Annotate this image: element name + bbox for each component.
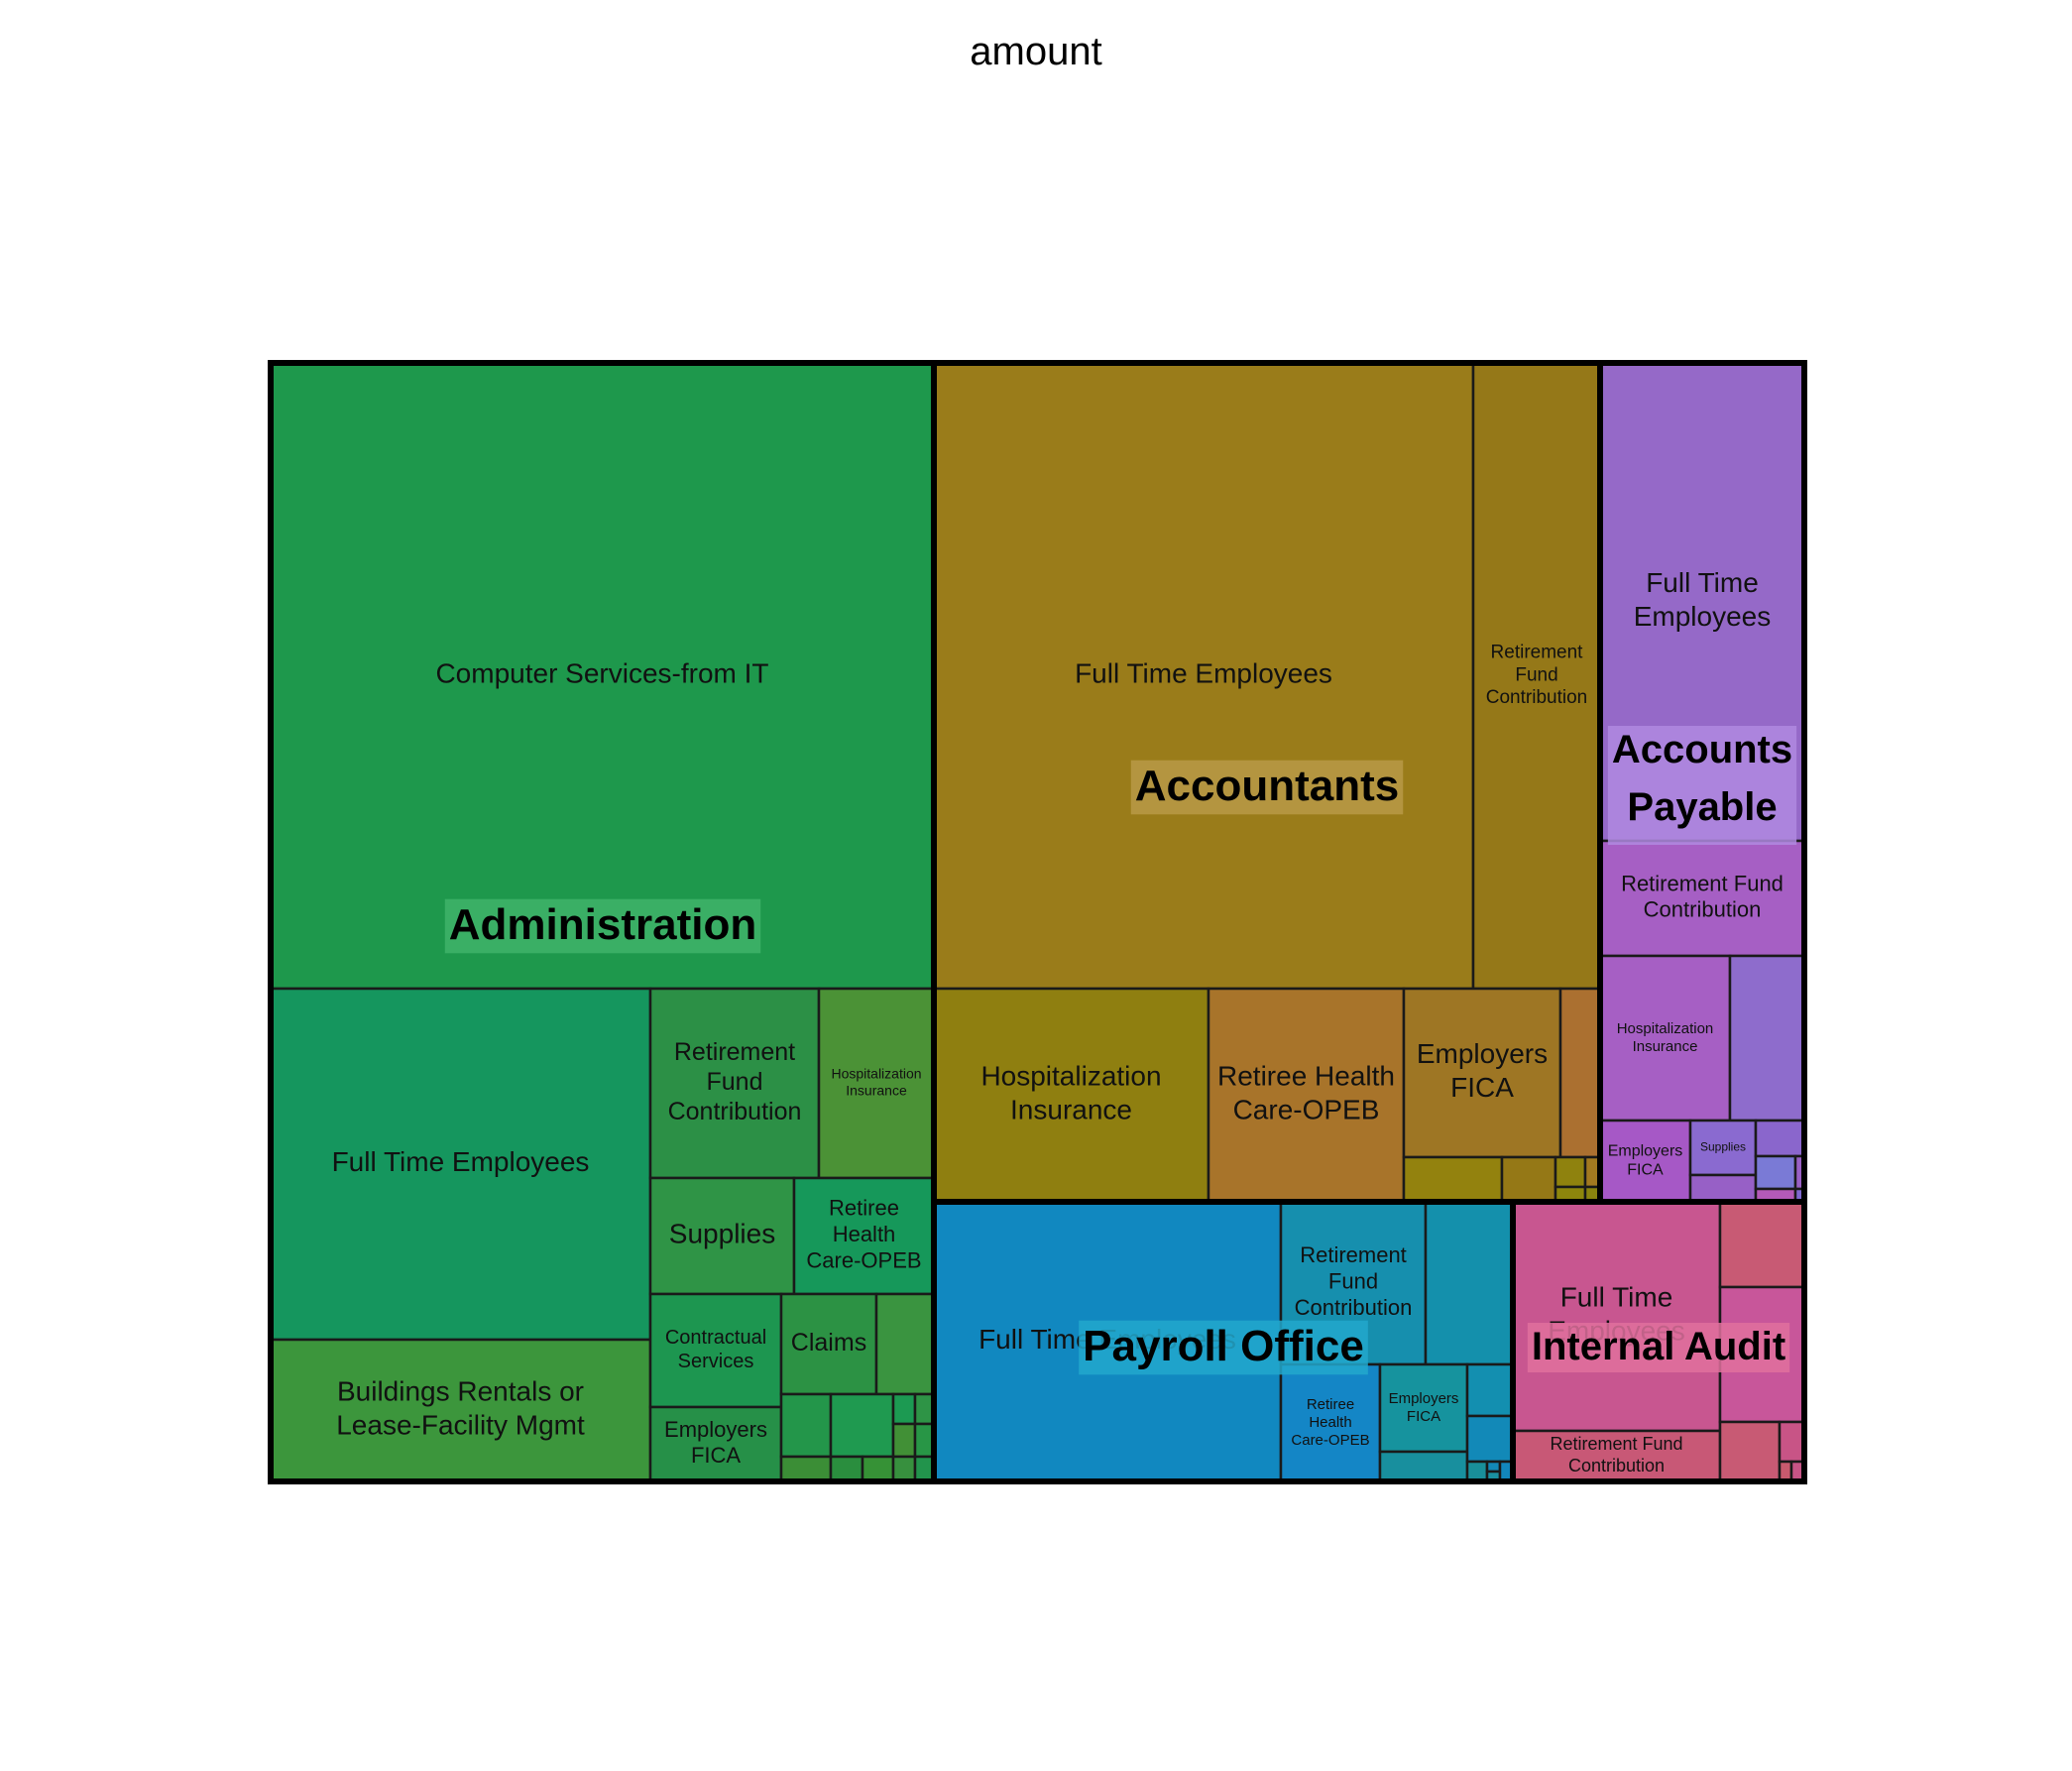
tile-label: Retiree Health Care-OPEB	[1217, 1061, 1395, 1125]
tile-label: Retiree Health Care-OPEB	[1291, 1396, 1369, 1449]
tile-accountants-item-6	[1402, 1155, 1504, 1204]
tile-label: Retirement Fund Contribution	[1295, 1242, 1413, 1320]
tile-label: Full Time Employees	[332, 1146, 590, 1177]
tile-administration-supplies	[648, 1176, 796, 1296]
tile-label: Employers FICA	[664, 1417, 767, 1468]
tile-label: Retirement Fund Contribution	[1550, 1434, 1682, 1476]
tile-label: Supplies	[669, 1219, 775, 1249]
tile-accountants-item-7	[1500, 1155, 1557, 1204]
group-label-bg	[1079, 1320, 1368, 1375]
tile-administration-item-12	[779, 1455, 833, 1483]
tile-payroll-office-item-5	[1465, 1362, 1515, 1418]
tile-accountants-retirement-fund-contribution	[1471, 361, 1602, 991]
group-label-bg	[444, 898, 761, 954]
tile-internal-audit-full-time-employees	[1511, 1200, 1722, 1433]
tile-accounts-payable-hospitalization-insurance	[1598, 954, 1732, 1122]
tile-label: Hospitalization Insurance	[980, 1061, 1161, 1125]
tile-accounts-payable-item-7	[1754, 1119, 1806, 1158]
tile-administration-computer-services-from-it	[269, 361, 936, 991]
tile-label: Retiree Health Care-OPEB	[806, 1196, 921, 1273]
tile-label: Buildings Rentals or Lease-Facility Mgmt	[336, 1376, 585, 1441]
tile-administration-contractual-services	[648, 1292, 783, 1409]
tile-accounts-payable-item-3	[1728, 954, 1806, 1122]
tile-label: Retirement Fund Contribution	[1621, 871, 1784, 921]
tile-label: Supplies	[1700, 1140, 1746, 1154]
tile-accounts-payable-item-8	[1754, 1154, 1797, 1191]
tile-payroll-office-employers-fica	[1378, 1362, 1469, 1454]
tile-accountants-retiree-health-care-opeb	[1207, 987, 1406, 1204]
group-accountants: Full Time Employees Retirement Fund Contrib…	[932, 361, 1602, 1204]
tile-accounts-payable-item-6	[1688, 1173, 1758, 1204]
tile-label: Full Time Employees	[1075, 658, 1332, 689]
tile-accountants-employers-fica	[1402, 987, 1562, 1159]
tile-administration-item-10	[874, 1292, 936, 1396]
tile-payroll-office-item-9	[1485, 1460, 1502, 1474]
tile-label: Claims	[791, 1329, 866, 1357]
tile-internal-audit-item-4	[1718, 1420, 1782, 1483]
tile-label: Employers FICA	[1389, 1390, 1459, 1425]
group-label-bg	[1527, 1323, 1790, 1372]
tile-label: Hospitalization Insurance	[831, 1066, 921, 1099]
tile-administration-item-11	[779, 1392, 833, 1459]
tile-payroll-office-item-7	[1465, 1414, 1515, 1464]
tile-accountants-item-5	[1558, 987, 1602, 1159]
tile-label: Employers FICA	[1417, 1038, 1548, 1103]
tile-label: Contractual Services	[665, 1327, 766, 1372]
tile-payroll-office-item-6	[1378, 1450, 1469, 1483]
group-payroll-office: Full Time EmployeesRetirementFundContrib…	[932, 1200, 1515, 1483]
group-administration: Computer Services-from IT Full Time Emplo…	[269, 361, 936, 1483]
group-label-accountants: Accountants	[1135, 762, 1399, 810]
tile-label: Retirement Fund Contribution	[1486, 642, 1587, 708]
group-label-internal-audit: Internal Audit	[1532, 1325, 1785, 1368]
group-label-bg	[1130, 760, 1404, 815]
tile-accounts-payable-supplies	[1688, 1119, 1758, 1177]
tile-label: Hospitalization Insurance	[1617, 1020, 1714, 1055]
tile-label: Computer Services-from IT	[435, 658, 768, 689]
group-label-administration: Administration	[449, 900, 756, 949]
tile-accountants-hospitalization-insurance	[932, 987, 1210, 1204]
tile-administration-retirement-fund-contribution	[648, 987, 821, 1180]
chart-title: amount	[970, 30, 1102, 73]
tile-label: Employers FICA	[1608, 1142, 1683, 1178]
group-label-payroll-office: Payroll Office	[1083, 1322, 1364, 1370]
group-label-accounts-payable: Accounts Payable	[1612, 728, 1792, 829]
tile-administration-item-20	[891, 1455, 917, 1483]
tile-administration-item-13	[829, 1392, 895, 1459]
tile-internal-audit-item-1	[1718, 1200, 1806, 1289]
tile-payroll-office-item-2	[1424, 1200, 1515, 1366]
tile-administration-item-16	[891, 1392, 917, 1426]
group-border-internal-audit	[1510, 1199, 1807, 1484]
group-label-bg	[1607, 726, 1797, 845]
tile-administration-claims	[779, 1292, 878, 1396]
tile-administration-item-15	[861, 1455, 895, 1483]
tile-internal-audit-item-5	[1778, 1420, 1806, 1464]
tile-administration-item-18	[891, 1422, 917, 1459]
tile-accountants-item-8	[1554, 1155, 1587, 1189]
tile-administration-retiree-health-care-opeb	[792, 1176, 936, 1296]
tile-label: Retirement Fund Contribution	[668, 1038, 802, 1125]
tile-administration-item-14	[829, 1455, 864, 1483]
